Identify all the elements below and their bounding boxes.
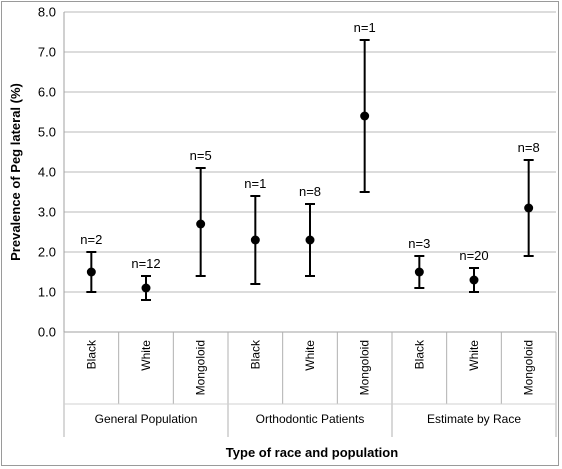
y-tick-label: 1.0 [38,285,56,300]
data-point [360,111,370,121]
sample-size-label: n=1 [354,20,376,35]
sample-size-label: n=8 [518,140,540,155]
category-label: Mongoloid [522,340,536,395]
data-point [141,283,151,293]
category-label: Mongoloid [194,340,208,395]
group-label: Orthodontic Patients [256,412,365,426]
y-tick-label: 0.0 [38,325,56,340]
data-point [469,275,479,285]
data-point [414,267,424,277]
y-tick-label: 3.0 [38,205,56,220]
category-label: White [303,340,317,371]
x-axis-title: Type of race and population [226,445,398,460]
category-label: Black [84,339,98,369]
sample-size-label: n=5 [190,148,212,163]
sample-size-label: n=3 [408,236,430,251]
y-tick-label: 2.0 [38,245,56,260]
sample-size-label: n=1 [244,176,266,191]
data-point [524,203,534,213]
data-point [305,235,315,245]
category-label: White [467,340,481,371]
y-tick-label: 6.0 [38,85,56,100]
sample-size-label: n=8 [299,184,321,199]
sample-size-label: n=20 [459,248,488,263]
y-tick-label: 8.0 [38,5,56,20]
data-point [250,235,260,245]
y-tick-label: 5.0 [38,125,56,140]
y-axis-title: Prevalence of Peg lateral (%) [8,83,23,261]
data-point [86,267,96,277]
sample-size-label: n=12 [131,256,160,271]
group-label: Estimate by Race [427,412,521,426]
category-label: Black [248,339,262,369]
y-tick-label: 4.0 [38,165,56,180]
group-label: General Population [95,412,198,426]
category-label: Black [412,339,426,369]
sample-size-label: n=2 [80,232,102,247]
data-point [196,219,206,229]
category-label: Mongoloid [358,340,372,395]
y-tick-label: 7.0 [38,45,56,60]
category-label: White [139,340,153,371]
